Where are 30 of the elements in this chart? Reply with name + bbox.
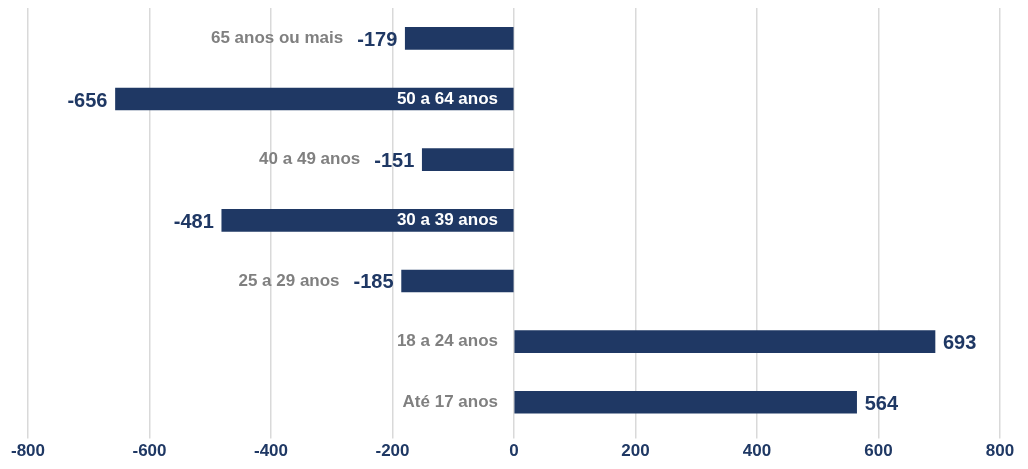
x-tick-label: 0 <box>509 441 519 461</box>
y-tick-label: 30 a 39 anos <box>396 209 498 229</box>
x-tick-label: -800 <box>10 441 46 461</box>
data-label: -179 <box>357 27 398 50</box>
data-label: -481 <box>173 209 214 232</box>
data-label: 693 <box>943 331 977 354</box>
data-label: -151 <box>374 149 415 172</box>
x-tick-label: 200 <box>621 441 650 461</box>
bar <box>514 330 936 353</box>
x-tick-label: -600 <box>132 441 167 461</box>
x-tick-label: 800 <box>985 441 1015 461</box>
x-tick-label: 400 <box>742 441 772 461</box>
bar <box>404 27 514 50</box>
y-tick-label: Até 17 anos <box>402 391 498 411</box>
data-label: 564 <box>864 391 899 414</box>
y-tick-label: 50 a 64 anos <box>396 88 498 108</box>
y-tick-label: 40 a 49 anos <box>259 149 361 169</box>
y-tick-label: 65 anos ou mais <box>210 28 344 48</box>
bar <box>421 148 514 171</box>
bar <box>401 269 514 293</box>
data-label: -656 <box>67 88 108 111</box>
bar <box>514 390 857 414</box>
x-tick-label: -400 <box>253 441 289 461</box>
data-label: -185 <box>353 270 394 293</box>
y-tick-label: 18 a 24 anos <box>396 331 498 351</box>
bar <box>115 87 514 111</box>
x-tick-label: -200 <box>375 441 410 461</box>
x-tick-label: 600 <box>864 441 893 461</box>
y-tick-label: 25 a 29 anos <box>238 270 340 290</box>
bar <box>221 208 514 232</box>
